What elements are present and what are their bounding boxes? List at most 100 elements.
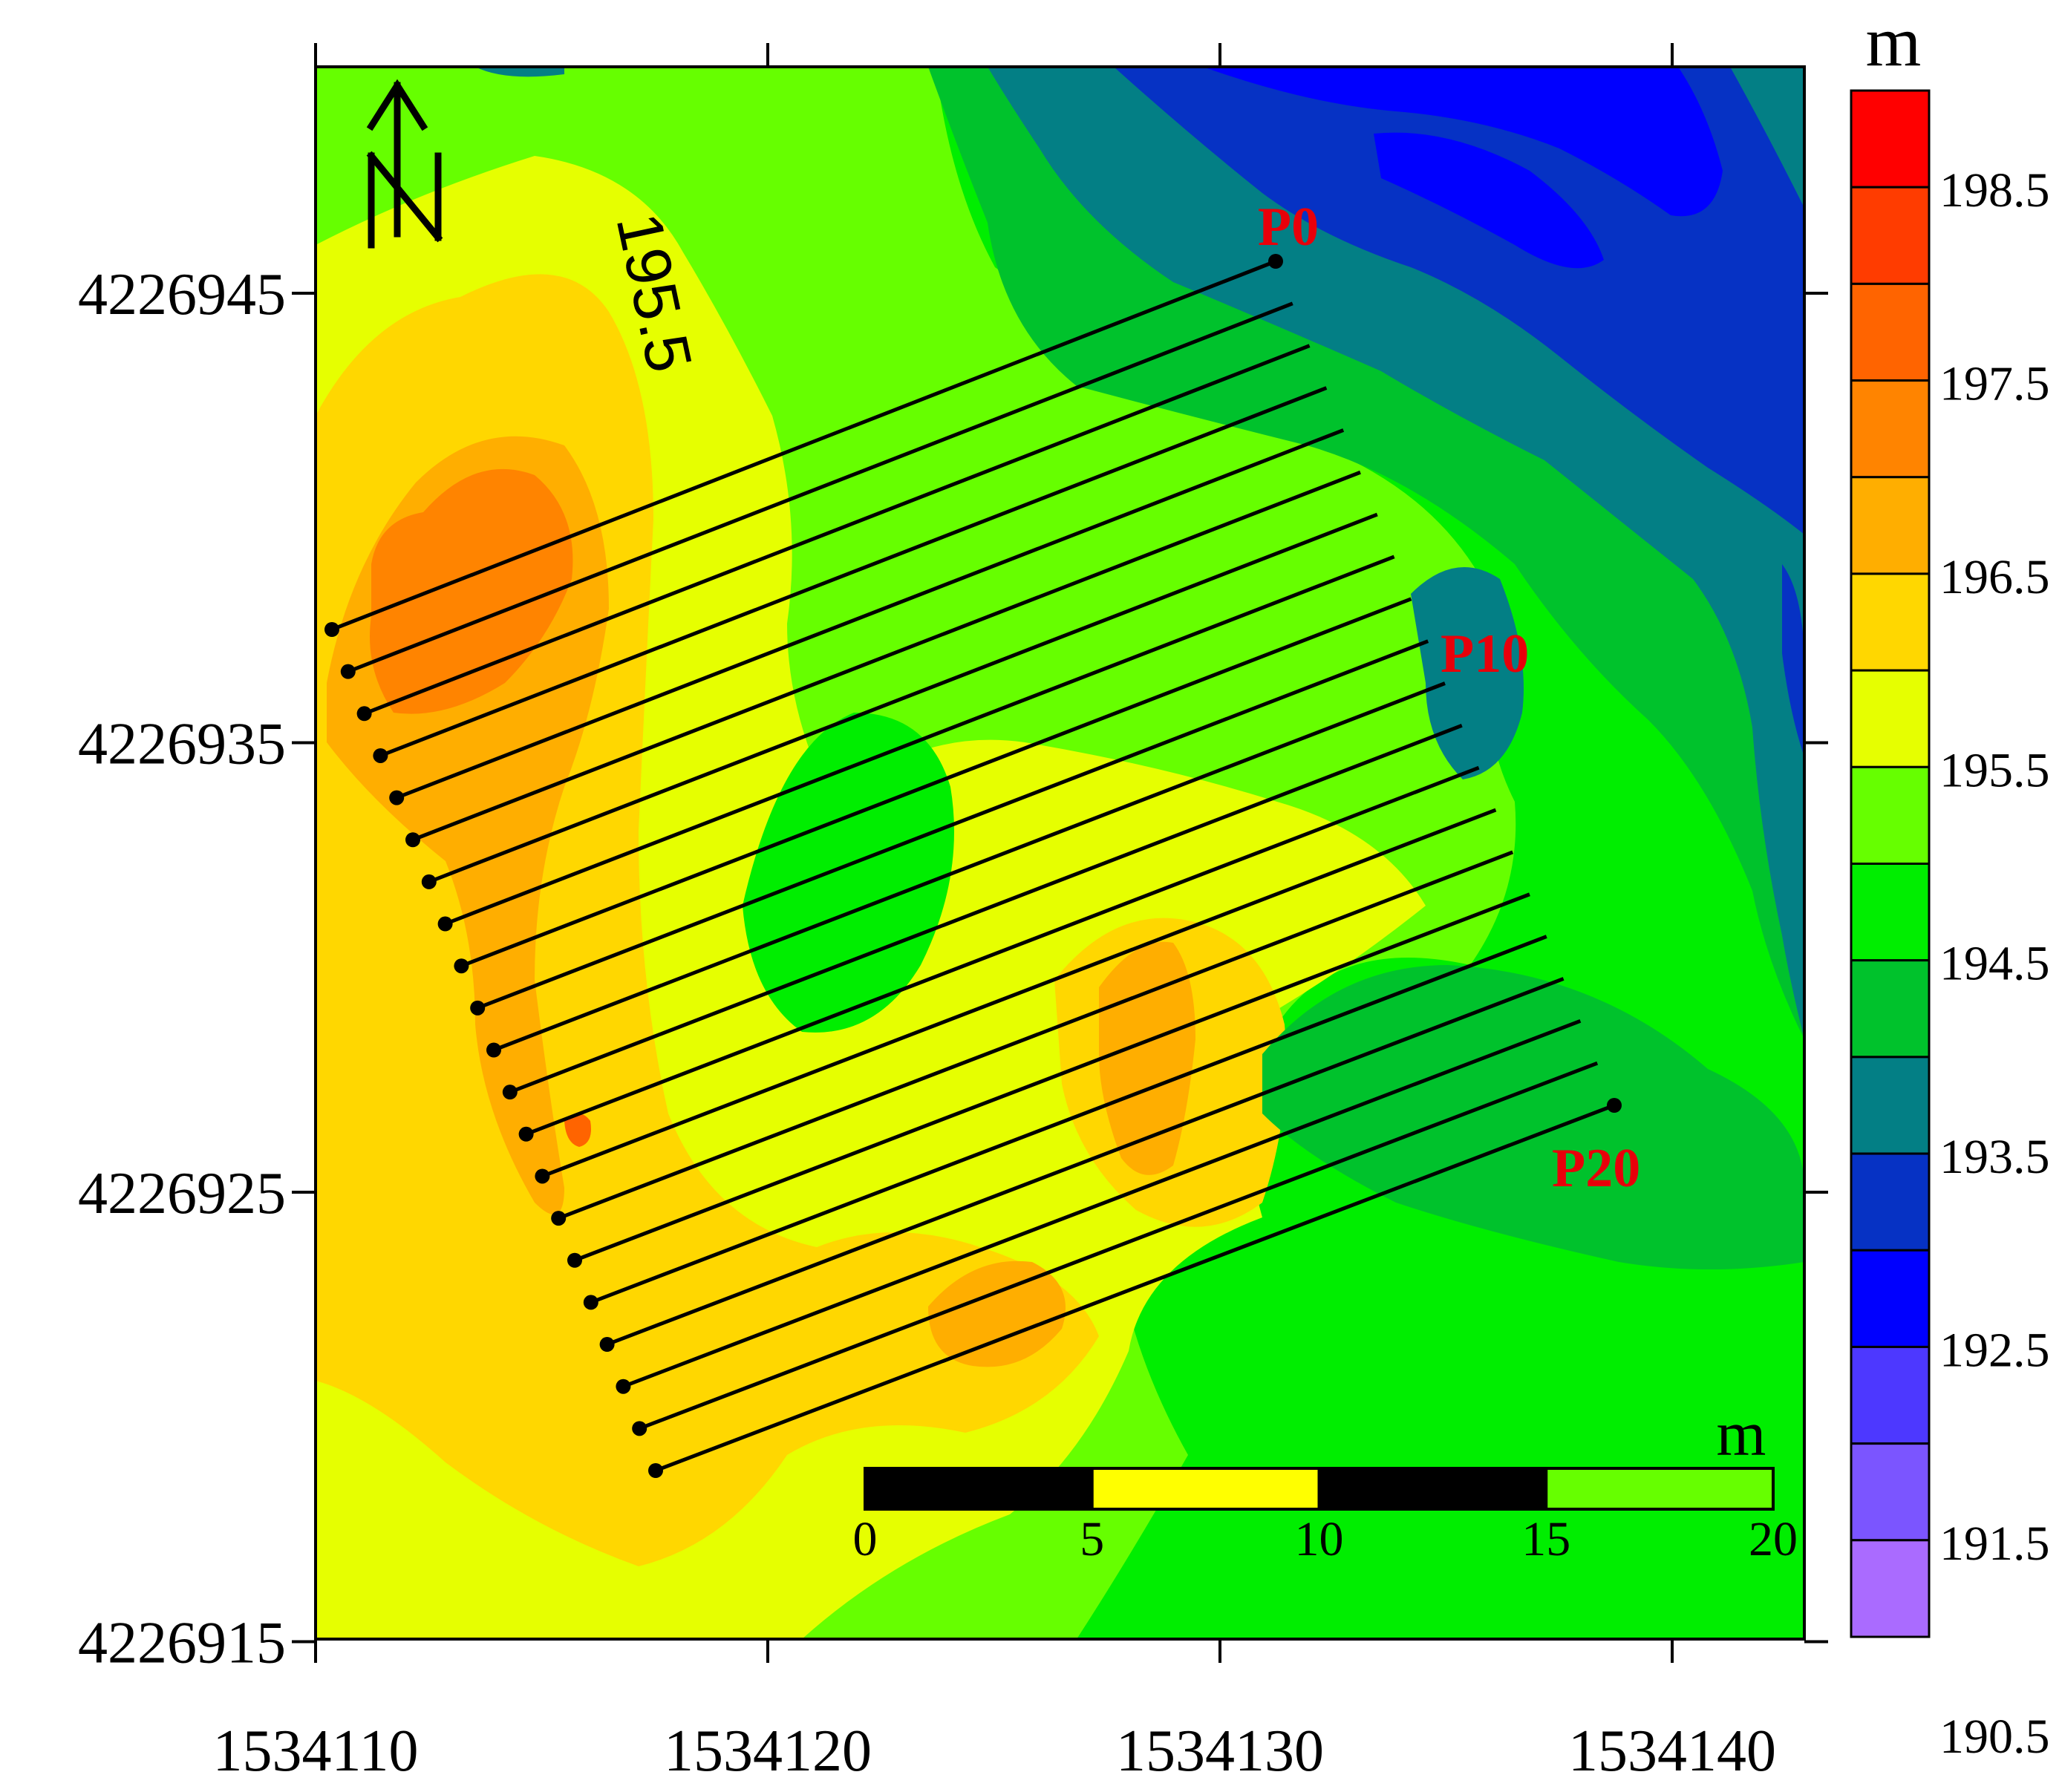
profile-label: P10 [1441,624,1529,684]
colorbar-swatch [1850,959,1931,1059]
y-tick-label: 4226915 [78,1611,286,1676]
profile-line [379,386,1328,758]
colorbar-swatch [1850,476,1931,575]
elevation-contour-map [316,67,1804,1639]
profile-start-point [421,874,437,889]
x-tick-label: 1534110 [212,1719,418,1784]
colorbar-swatch [1850,765,1931,865]
colorbar-swatch [1850,669,1931,768]
profile-start-point [535,1168,550,1184]
colorbar-swatch [1850,89,1931,189]
profile-start-point [502,1085,518,1100]
colorbar-swatch [1850,1442,1931,1542]
profile-start-point [470,1000,486,1016]
profile-line [477,639,1429,1010]
profile-line [606,977,1565,1347]
profile-start-point [389,790,405,805]
colorbar-unit: m [1866,1,1922,81]
profile-start-point [551,1211,567,1226]
profile-start-point [454,958,469,974]
profile-line [460,597,1412,968]
x-tick-label: 1534140 [1568,1719,1776,1784]
colorbar-label: 193.5 [1939,1130,2050,1184]
profile-start-point [518,1126,534,1142]
scale-bar-tick-label: 5 [1080,1512,1104,1566]
profile-label-group: P0 P10 P20 [1258,197,1640,1199]
profile-line [412,470,1361,842]
y-tick-label: 4226925 [78,1161,286,1226]
profile-line [493,681,1446,1052]
colorbar-swatch [1850,186,1931,285]
x-tick-label: 1534120 [664,1719,872,1784]
profile-line [655,1103,1615,1473]
profile-line [622,1018,1582,1389]
x-tick-label: 1534130 [1116,1719,1324,1784]
profile-lines [324,254,1622,1478]
profile-start-point [356,706,372,722]
profile-start-point [324,622,339,637]
scale-bar-tick-label: 15 [1521,1512,1570,1566]
colorbar: 198.5 197.5 196.5 195.5 194.5 193.5 192.5 191.5… [1850,1,2050,1764]
profile-label: P20 [1552,1138,1640,1199]
north-arrow-icon [366,79,443,249]
profile-start-point [340,664,356,679]
fill-deepblue-band-2 [1374,132,1604,269]
profile-start-point [567,1252,582,1268]
colorbar-swatch [1850,572,1931,672]
scale-bar-tick-label: 0 [853,1512,878,1566]
profile-label: P0 [1258,197,1319,258]
profile-line [639,1061,1599,1430]
colorbar-label: 196.5 [1939,550,2050,604]
map-frame [314,65,1806,1641]
fill-green-trough [743,713,954,1033]
colorbar-swatch [1850,282,1931,382]
profile-start-point [616,1379,631,1394]
colorbar-label: 197.5 [1939,357,2050,411]
scale-bar-segment [1090,1467,1321,1511]
profile-line [590,935,1547,1304]
profile-line [541,808,1497,1178]
profile-start-point [373,748,388,763]
colorbar-swatch [1850,1539,1931,1638]
profile-end-point [1607,1098,1622,1113]
colorbar-swatch [1850,1056,1931,1155]
colorbar-swatch [1850,379,1931,479]
profile-line [331,259,1276,632]
colorbar-label: 191.5 [1939,1517,2050,1571]
fill-blue-band-east [1782,564,1804,757]
colorbar-label: 194.5 [1939,937,2050,991]
profile-line [509,724,1463,1094]
colorbar-swatch [1850,863,1931,962]
profile-start-point [583,1295,598,1310]
y-tick-label: 4226945 [78,262,286,327]
colorbar-swatch [1850,1345,1931,1445]
profile-start-point [599,1337,615,1353]
colorbar-label: 198.5 [1939,163,2050,218]
profile-line [347,301,1293,673]
profile-line [428,512,1378,884]
profile-line [574,892,1530,1263]
fill-teal-top [475,67,564,77]
colorbar-label: 192.5 [1939,1323,2050,1377]
y-tick-label: 4226935 [78,712,286,777]
scale-bar-tick-label: 10 [1295,1512,1344,1566]
profile-line [444,555,1395,926]
scale-bar: 0 5 10 15 20 m [853,1398,1798,1566]
profile-start-point [405,832,420,848]
scale-bar-unit: m [1717,1398,1766,1469]
x-axis: 1534110 1534120 1534130 1534140 [212,43,1776,1784]
fill-teal-pocket [1411,567,1524,779]
scale-bar-segment [1544,1467,1775,1511]
profile-start-point [486,1042,501,1058]
scale-bar-tick-label: 20 [1749,1512,1798,1566]
colorbar-swatch [1850,1152,1931,1252]
scale-bar-segment [1317,1467,1548,1511]
fill-red-spot [564,1114,591,1147]
profile-end-point [1268,254,1283,269]
scale-bar-segment [864,1467,1094,1511]
colorbar-swatch [1850,1249,1931,1348]
profile-start-point [437,916,453,932]
fill-orange-band-south [928,1260,1066,1367]
profile-line [525,765,1480,1137]
